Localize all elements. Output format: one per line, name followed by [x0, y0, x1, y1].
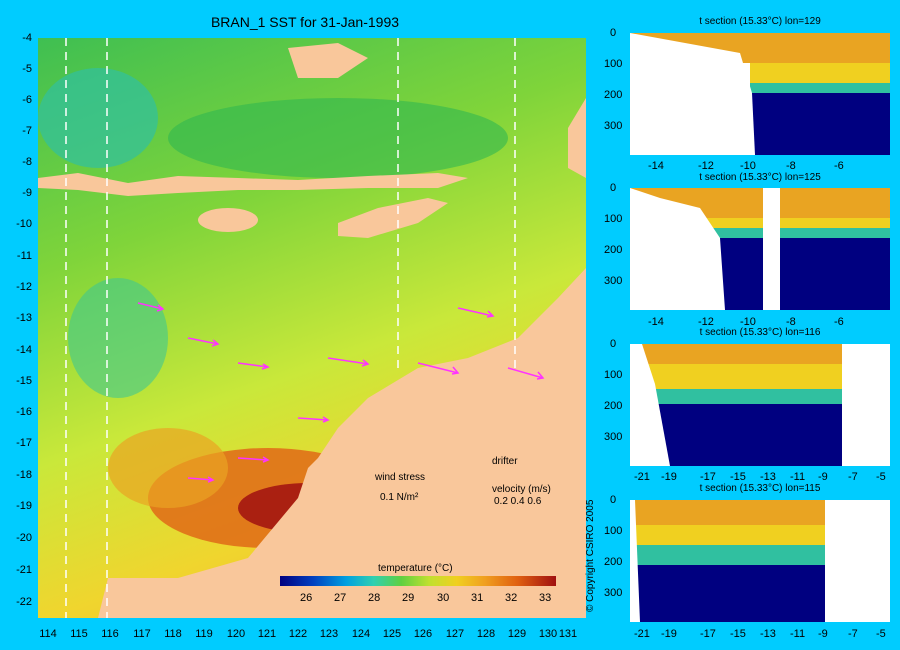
panel-4-title: t section (15.33°C) lon=115 — [699, 483, 821, 494]
timor-island — [338, 198, 448, 238]
sst-field — [38, 38, 586, 618]
panel-1-title: t section (15.33°C) lon=129 — [699, 16, 821, 27]
australia-land — [98, 268, 586, 618]
section-panel-lon129 — [630, 33, 890, 155]
colorbar — [280, 576, 556, 586]
velocity-label: velocity (m/s) — [492, 484, 551, 495]
island-chain — [38, 173, 468, 196]
velocity-values: 0.2 0.4 0.6 — [494, 496, 542, 507]
wind-stress-label: wind stress — [375, 472, 426, 483]
sst-map — [38, 38, 586, 618]
section-panel-lon125 — [630, 188, 890, 310]
panel-3-title: t section (15.33°C) lon=116 — [699, 327, 821, 338]
northern-island — [288, 43, 368, 78]
drifter-label: drifter — [492, 456, 518, 467]
sumba-island — [198, 208, 258, 232]
section-panel-lon116 — [630, 344, 890, 466]
panel-2-title: t section (15.33°C) lon=125 — [699, 172, 821, 183]
section-panel-lon115 — [630, 500, 890, 622]
colorbar-label: temperature (°C) — [378, 563, 453, 574]
wind-stress-value: 0.1 N/m² — [380, 492, 419, 503]
page-title: BRAN_1 SST for 31-Jan-1993 — [210, 14, 400, 30]
copyright-text: © Copyright CSIRO 2005 — [585, 499, 596, 612]
